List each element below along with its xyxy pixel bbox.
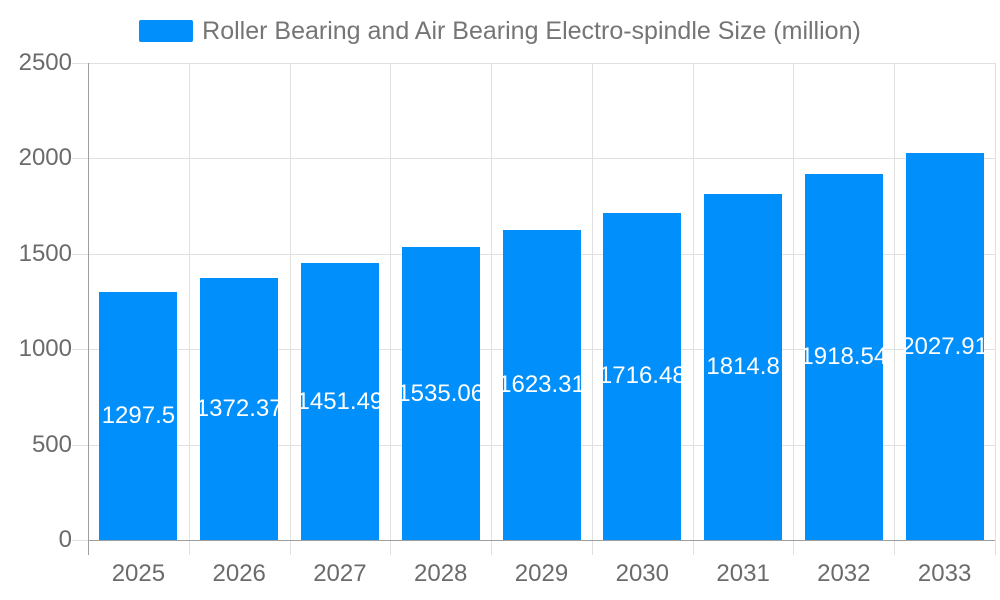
x-axis-tick-label: 2032 [817,560,871,587]
x-gridline [290,63,291,555]
x-gridline [693,63,694,555]
legend[interactable]: Roller Bearing and Air Bearing Electro-s… [0,16,1000,46]
x-axis-tick-label: 2033 [917,560,972,587]
x-gridline [189,63,190,555]
y-axis-tick-label: 0 [58,526,72,553]
y-gridline [72,158,995,159]
y-axis-tick-label: 1000 [18,335,72,362]
x-gridline [793,63,794,555]
bar[interactable]: 1716.48 [599,212,686,540]
x-axis-tick-label: 2027 [313,560,367,587]
y-axis-tick-label: 500 [31,431,72,458]
bar[interactable]: 1918.54 [800,173,887,540]
bar-value-label: 1716.48 [598,362,686,390]
bar[interactable]: 1623.31 [498,230,585,540]
bar[interactable]: 1535.06 [397,247,484,540]
y-axis-tick-label: 2500 [18,49,72,76]
bar[interactable]: 1297.5 [99,292,178,540]
x-gridline [894,63,895,555]
bar-value-label: 2027.91 [901,332,988,360]
y-axis-tick-label: 1500 [18,240,72,267]
x-axis-line [88,540,995,541]
x-axis-tick-label: 2026 [212,560,266,587]
x-axis-tick-label: 2029 [514,560,569,587]
legend-marker-swatch[interactable] [139,20,194,42]
y-axis-tick-label: 2000 [18,144,72,171]
bar-value-label: 1814.8 [706,352,780,380]
x-axis-tick-label: 2025 [111,560,166,587]
bar-value-label: 1535.06 [397,379,485,407]
x-gridline [491,63,492,555]
bar-value-label: 1623.31 [498,371,585,399]
x-axis-tick-label: 2031 [716,560,770,587]
x-axis-tick-label: 2028 [413,560,468,587]
x-gridline [592,63,593,555]
bar-value-label: 1918.54 [800,342,888,370]
bar[interactable]: 2027.91 [901,153,988,540]
x-gridline [995,63,996,555]
bar-value-label: 1451.49 [296,387,384,415]
bar-value-label: 1297.5 [101,402,176,430]
bar[interactable]: 1451.49 [297,263,383,540]
bar-value-label: 1372.37 [195,395,283,423]
x-axis-tick-label: 2030 [615,560,669,587]
y-gridline [72,63,995,64]
y-axis-line [88,63,89,555]
bar[interactable]: 1372.37 [196,278,283,540]
x-gridline [390,63,391,555]
legend-label: Roller Bearing and Air Bearing Electro-s… [202,17,861,45]
bar[interactable]: 1814.8 [704,193,783,540]
